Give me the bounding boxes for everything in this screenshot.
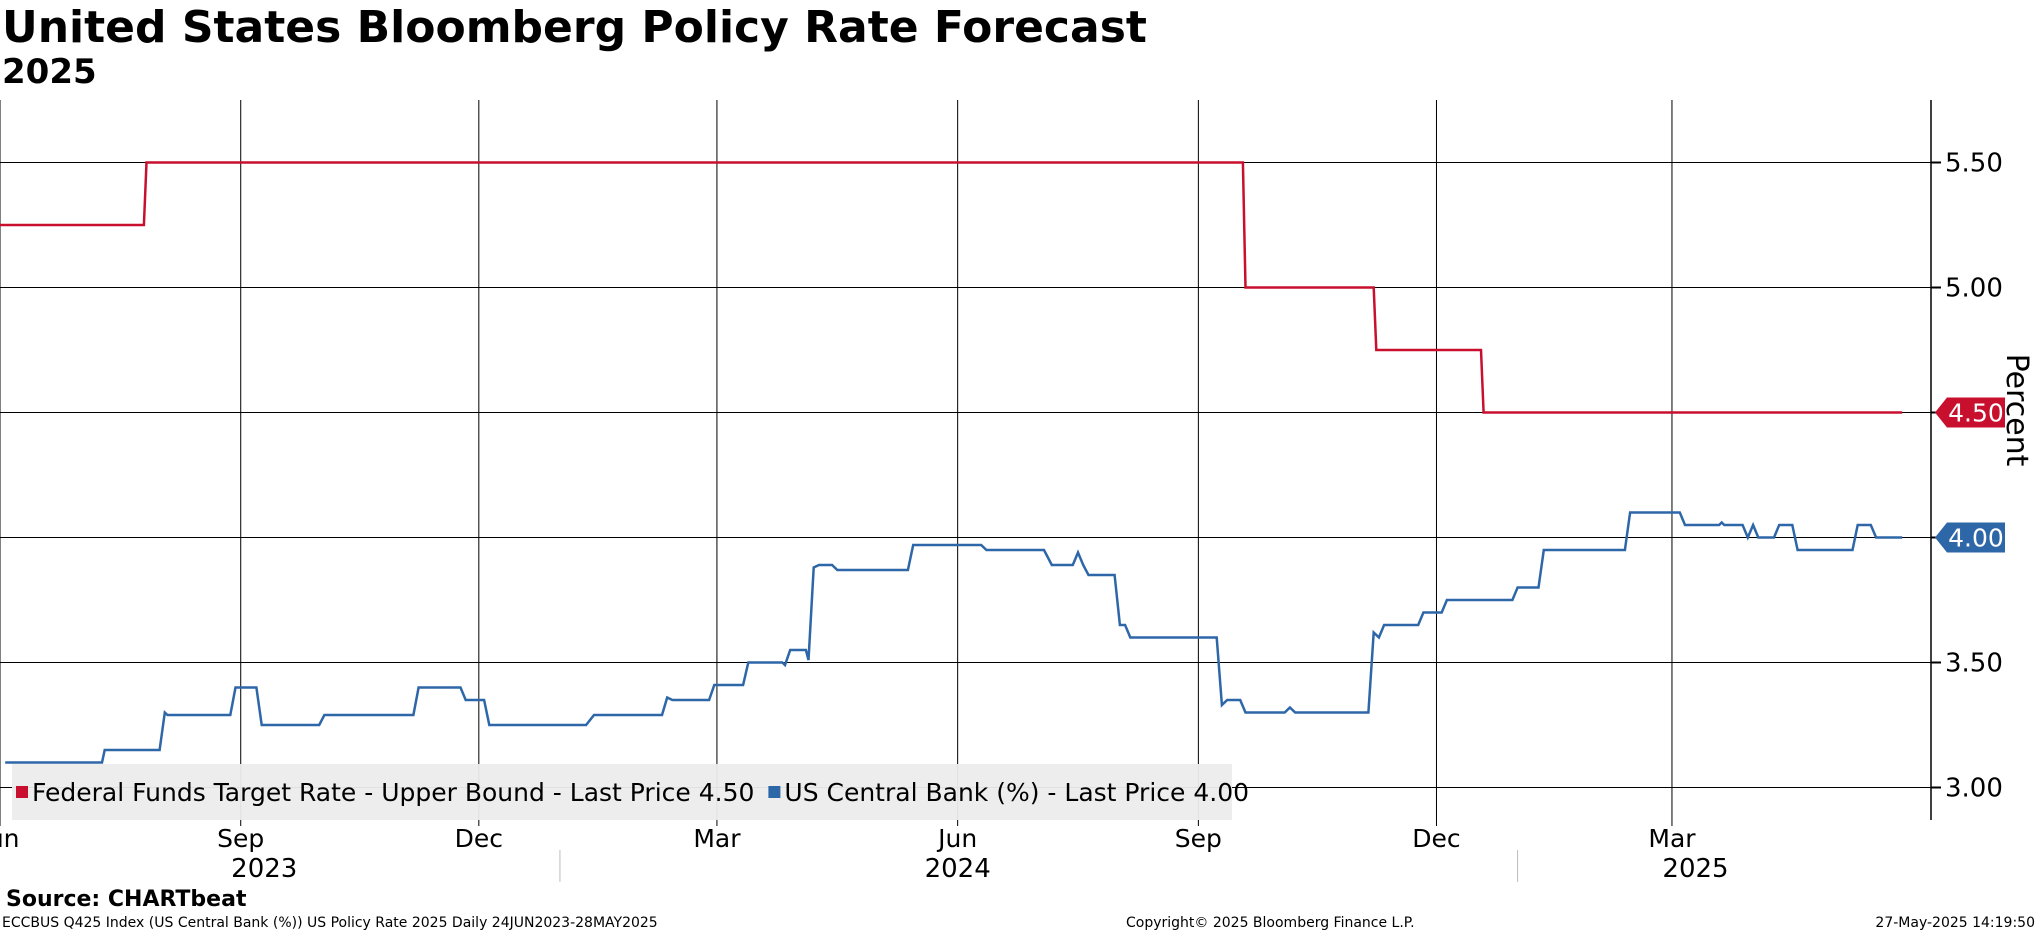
last-price-label-2: 4.00 (1948, 524, 2004, 553)
policy-rate-chart: 3.00 3.50 4.00 4.50 5.00 5.50 Jun Sep Dec Mar Jun S… (0, 100, 2034, 884)
x-tick-label: Jun (936, 824, 977, 853)
legend-swatch-2 (768, 786, 781, 798)
y-tick-label: 5.00 (1945, 274, 2003, 304)
last-price-tag-2 (1935, 522, 2005, 553)
y-tick-label: 3.00 (1945, 774, 2003, 804)
legend-label-1: Federal Funds Target Rate - Upper Bound … (32, 778, 754, 807)
legend-box (12, 764, 1232, 820)
series-line-1 (0, 161, 1903, 414)
legend-swatch-1 (16, 786, 28, 798)
last-price-tag-1 (1935, 397, 2005, 428)
chart-title: United States Bloomberg Policy Rate Fore… (2, 2, 1147, 53)
footer-source: Source: CHARTbeat (6, 887, 247, 912)
x-year-label: 2024 (925, 854, 991, 884)
x-tick-label: Jun (0, 824, 20, 853)
x-tick-label: Sep (1175, 824, 1222, 853)
legend-label-2: US Central Bank (%) - Last Price 4.00 (784, 778, 1249, 807)
last-price-label-1: 4.50 (1948, 399, 2004, 428)
footer-description: ECCBUS Q425 Index (US Central Bank (%)) … (2, 915, 658, 931)
chart-subtitle: 2025 (2, 52, 97, 92)
x-year-label: 2023 (231, 854, 297, 884)
x-tick-label: Dec (455, 824, 503, 853)
y-tick-label: 3.50 (1945, 649, 2003, 679)
x-tick-label: Mar (693, 824, 741, 853)
x-tick-label: Mar (1648, 824, 1696, 853)
footer-timestamp: 27-May-2025 14:19:50 (1875, 915, 2035, 931)
y-tick-label: 5.50 (1945, 149, 2003, 179)
x-year-label: 2025 (1662, 854, 1728, 884)
footer-copyright: Copyright© 2025 Bloomberg Finance L.P. (1126, 915, 1415, 931)
series-line-2 (5, 511, 1903, 764)
x-tick-label: Dec (1412, 824, 1460, 853)
x-tick-label: Sep (217, 824, 264, 853)
